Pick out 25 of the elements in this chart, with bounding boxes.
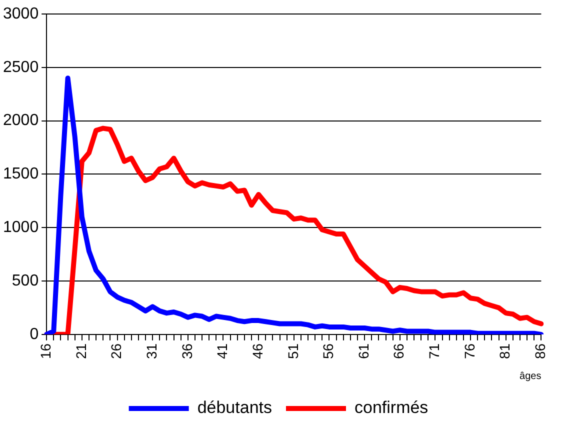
x-tick-label: 71 bbox=[426, 343, 442, 360]
x-tick-label: 26 bbox=[108, 343, 124, 360]
x-tick-label: 46 bbox=[249, 343, 266, 360]
y-tick-label: 3000 bbox=[3, 5, 39, 22]
y-tick-label: 1000 bbox=[3, 219, 39, 236]
x-tick-label: 76 bbox=[461, 343, 478, 360]
x-tick-label: 81 bbox=[496, 343, 513, 360]
x-tick-label: 51 bbox=[284, 343, 301, 360]
x-tick-label: 66 bbox=[390, 343, 407, 360]
legend-label: débutants bbox=[197, 398, 272, 418]
x-tick-label: 61 bbox=[355, 343, 372, 360]
x-tick-label: 16 bbox=[37, 343, 54, 360]
y-tick-label: 2500 bbox=[3, 58, 39, 76]
x-tick-label: 86 bbox=[532, 343, 548, 360]
x-tick-label: 36 bbox=[178, 343, 195, 360]
y-tick-label: 500 bbox=[12, 272, 39, 290]
x-tick-label: 31 bbox=[143, 343, 160, 360]
x-tick-label: 41 bbox=[214, 343, 230, 360]
y-tick-label: 0 bbox=[30, 326, 39, 343]
x-tick-label: 56 bbox=[320, 343, 336, 360]
legend-label: confirmés bbox=[354, 398, 428, 418]
y-tick-label: 1500 bbox=[3, 166, 39, 183]
x-axis-title: âges bbox=[520, 370, 542, 382]
y-tick-label: 2000 bbox=[3, 112, 39, 130]
x-tick-label: 21 bbox=[72, 343, 89, 360]
